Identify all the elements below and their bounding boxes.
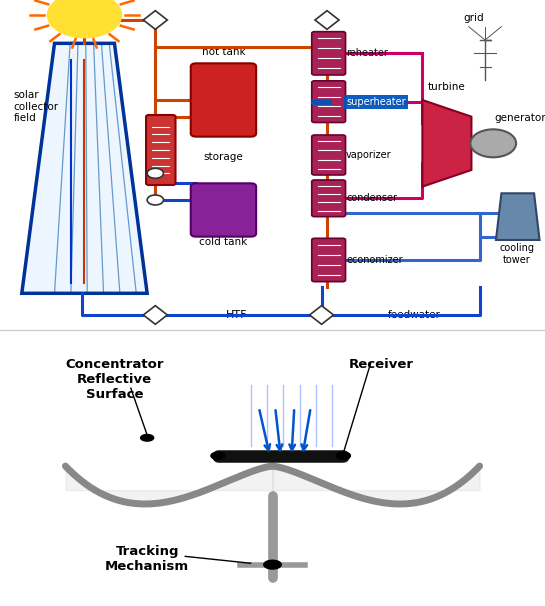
Circle shape: [337, 453, 350, 459]
Text: cooling
tower: cooling tower: [499, 243, 534, 265]
Polygon shape: [310, 305, 334, 324]
Text: reheater: reheater: [346, 48, 388, 58]
Text: HTF: HTF: [226, 310, 248, 320]
FancyBboxPatch shape: [312, 238, 346, 282]
Polygon shape: [143, 305, 167, 324]
Polygon shape: [422, 100, 471, 187]
Polygon shape: [22, 43, 147, 293]
Text: storage: storage: [204, 152, 243, 162]
Text: grid: grid: [464, 13, 485, 23]
Text: hot tank: hot tank: [202, 47, 245, 57]
FancyBboxPatch shape: [312, 81, 346, 122]
Text: cold tank: cold tank: [199, 237, 247, 247]
Polygon shape: [496, 193, 540, 240]
Circle shape: [264, 560, 281, 569]
Text: solar
collector
field: solar collector field: [14, 90, 59, 123]
Text: feedwater: feedwater: [387, 310, 441, 320]
Circle shape: [47, 0, 122, 38]
Polygon shape: [143, 11, 167, 29]
Circle shape: [147, 195, 164, 205]
FancyBboxPatch shape: [191, 64, 256, 137]
FancyBboxPatch shape: [191, 184, 256, 237]
Text: Tracking
Mechanism: Tracking Mechanism: [105, 545, 189, 573]
FancyBboxPatch shape: [146, 115, 175, 185]
FancyBboxPatch shape: [312, 32, 346, 75]
Text: vaporizer: vaporizer: [346, 150, 392, 160]
Text: Receiver: Receiver: [349, 358, 414, 371]
FancyBboxPatch shape: [312, 135, 346, 175]
Text: superheater: superheater: [346, 96, 405, 107]
Text: Concentrator
Reflective
Surface: Concentrator Reflective Surface: [65, 358, 164, 401]
Circle shape: [211, 452, 225, 459]
Circle shape: [336, 452, 350, 459]
Text: generator: generator: [495, 113, 545, 124]
Circle shape: [147, 168, 164, 178]
Text: turbine: turbine: [428, 82, 466, 92]
Text: condenser: condenser: [346, 193, 397, 204]
Text: economizer: economizer: [346, 255, 403, 265]
Circle shape: [141, 435, 154, 441]
Circle shape: [470, 129, 516, 158]
FancyBboxPatch shape: [312, 180, 346, 216]
Polygon shape: [315, 11, 339, 29]
